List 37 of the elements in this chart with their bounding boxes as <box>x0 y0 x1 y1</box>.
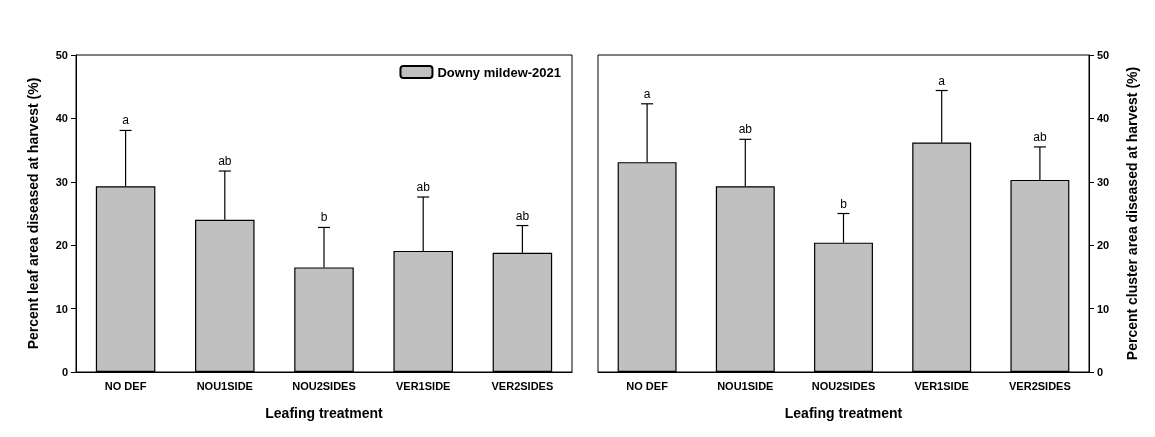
y2-tick-label: 50 <box>1097 49 1110 61</box>
annotation: ab <box>515 208 530 223</box>
x-tick-label: NOU2SIDES <box>292 379 356 392</box>
x-tick-label: VER1SIDE <box>395 379 451 392</box>
x-tick-label: NOU1SIDE <box>196 379 253 392</box>
annotation: b <box>840 196 848 211</box>
annotation: ab <box>738 122 753 137</box>
y-tick-label: 50 <box>55 49 68 61</box>
annotation: a <box>122 113 130 128</box>
y2-tick-label: 20 <box>1097 239 1110 252</box>
annotation: ab <box>416 180 431 195</box>
legend-label: Downy mildew-2021 <box>437 64 562 80</box>
y-tick-label: 0 <box>61 366 68 378</box>
y-tick-label: 20 <box>55 239 68 252</box>
y-tick-label: 40 <box>55 112 68 125</box>
annotation: a <box>643 86 651 101</box>
y2-axis-title: Percent cluster area diseased at harvest (%) <box>1124 66 1140 361</box>
x-tick-label: NOU1SIDE <box>717 379 774 392</box>
x-axis-title: Leafing treatment <box>265 405 384 421</box>
y2-tick-label: 30 <box>1097 175 1110 188</box>
y2-tick-label: 0 <box>1097 366 1104 378</box>
y-axis-title: Percent leaf area diseased at harvest (%) <box>25 77 41 350</box>
y2-tick-label: 40 <box>1097 112 1110 125</box>
x-tick-label: VER2SIDES <box>491 379 554 392</box>
x-tick-label: NOU2SIDES <box>811 379 876 392</box>
x-tick-label: VER2SIDES <box>1009 379 1071 392</box>
annotation: a <box>938 73 946 88</box>
y-tick-label: 10 <box>55 302 68 315</box>
y-tick-label: 30 <box>55 175 68 188</box>
x-axis-title: Leafing treatment <box>784 405 903 421</box>
annotation: ab <box>1033 129 1047 144</box>
annotation: b <box>320 210 328 225</box>
x-tick-label: VER1SIDE <box>914 379 969 392</box>
x-tick-label: NO DEF <box>104 379 147 392</box>
annotation: ab <box>218 154 232 169</box>
y2-tick-label: 10 <box>1097 302 1110 315</box>
x-tick-label: NO DEF <box>626 379 669 392</box>
